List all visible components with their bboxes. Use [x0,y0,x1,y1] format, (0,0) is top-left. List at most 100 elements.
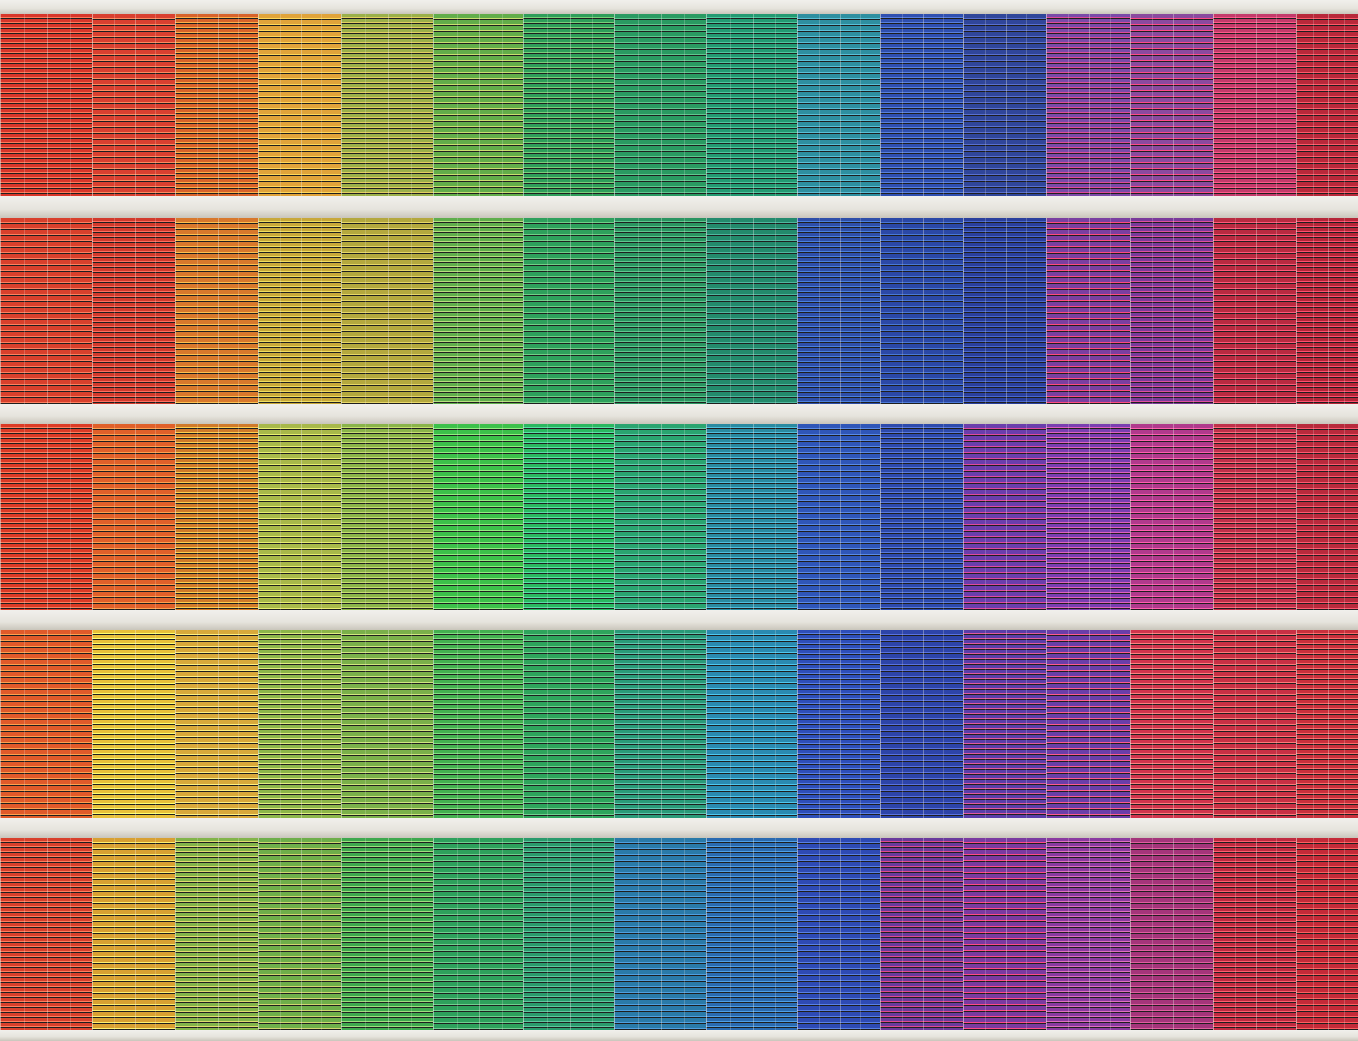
window-mullion [592,218,593,404]
window-mullion [860,424,861,610]
floor-slab [0,0,1358,14]
window-mullion [1026,218,1027,404]
window-mullion [1344,14,1345,196]
window-mullion [1110,630,1111,818]
window-mullion [135,218,136,404]
window-mullion [684,14,685,196]
window-blind [523,838,614,1030]
window-blind [963,630,1046,818]
window-blind [523,14,614,196]
window-mullion [638,424,639,610]
window-blind [258,218,341,404]
window-mullion [1068,630,1069,818]
window-mullion [840,424,841,610]
window-mullion [457,838,458,1030]
window-blind [92,14,175,196]
window-mullion [388,218,389,404]
window-mullion [638,14,639,196]
window-mullion [730,14,731,196]
window-blind [175,14,258,196]
window-mullion [985,630,986,818]
window-blind [175,630,258,818]
window-mullion [1026,838,1027,1030]
window-blind [1296,838,1358,1030]
window-blind [258,14,341,196]
window-mullion [860,630,861,818]
window-mullion [301,838,302,1030]
window-mullion [1152,14,1153,196]
window-mullion [592,838,593,1030]
window-mullion [1276,838,1277,1030]
window-mullion [114,630,115,818]
window-blind [706,424,797,610]
window-mullion [1089,218,1090,404]
window-mullion [479,630,480,818]
window-mullion [1006,838,1007,1030]
window-mullion [47,14,48,196]
window-mullion [730,424,731,610]
window-mullion [923,424,924,610]
window-mullion [1110,14,1111,196]
window-mullion [1152,630,1153,818]
window-mullion [218,218,219,404]
window-mullion [775,14,776,196]
window-mullion [388,424,389,610]
window-mullion [365,424,366,610]
window-blind [433,424,523,610]
window-blind [1130,630,1213,818]
window-mullion [840,630,841,818]
window-mullion [985,424,986,610]
window-blind [1046,218,1130,404]
window-blind [963,14,1046,196]
window-mullion [753,14,754,196]
window-mullion [365,218,366,404]
window-mullion [197,424,198,610]
window-mullion [661,218,662,404]
window-blind [963,424,1046,610]
window-mullion [1193,14,1194,196]
window-blind [797,838,880,1030]
window-mullion [365,630,366,818]
window-mullion [592,14,593,196]
window-mullion [1328,218,1329,404]
window-mullion [753,838,754,1030]
window-blind [523,424,614,610]
window-mullion [840,838,841,1030]
window-mullion [547,218,548,404]
window-blind [706,630,797,818]
window-mullion [570,838,571,1030]
floor-slab [0,196,1358,218]
window-mullion [388,14,389,196]
window-mullion [1068,838,1069,1030]
window-mullion [280,838,281,1030]
window-mullion [684,630,685,818]
window-blind [880,14,963,196]
window-blind [258,630,341,818]
window-blind [258,838,341,1030]
window-blind [258,424,341,610]
window-blind [880,838,963,1030]
window-mullion [1173,218,1174,404]
window-blind [706,838,797,1030]
window-mullion [684,838,685,1030]
window-mullion [280,14,281,196]
window-mullion [819,14,820,196]
window-mullion [365,14,366,196]
floor-slab [0,1030,1358,1041]
window-blind [797,218,880,404]
window-mullion [1110,838,1111,1030]
window-mullion [155,630,156,818]
window-mullion [218,630,219,818]
window-blind [614,218,706,404]
window-band [0,424,1358,610]
window-mullion [502,14,503,196]
window-blind [433,630,523,818]
window-mullion [1328,424,1329,610]
window-mullion [238,838,239,1030]
window-mullion [1328,838,1329,1030]
window-mullion [1152,838,1153,1030]
window-mullion [1006,630,1007,818]
window-mullion [923,838,924,1030]
window-mullion [502,424,503,610]
